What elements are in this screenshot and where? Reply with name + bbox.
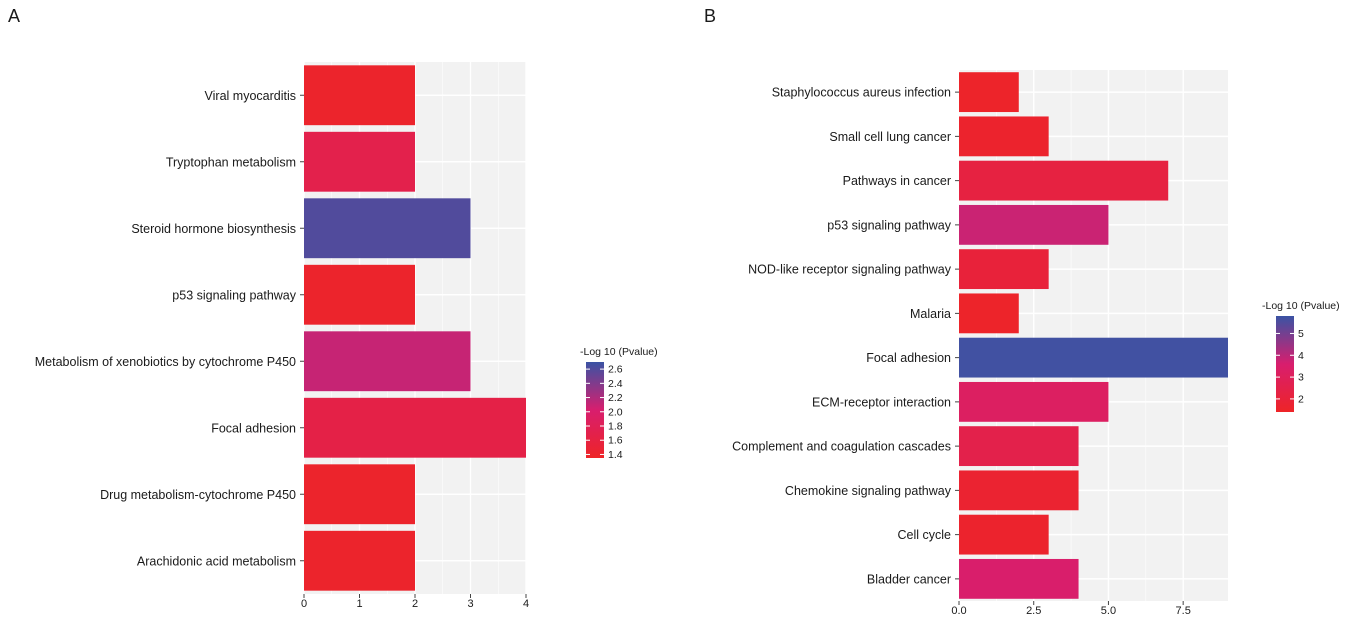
panel-b-legend-tick-label: 2 [1298,393,1304,405]
panel-b-category-label: p53 signaling pathway [827,218,951,232]
panel-b-category-label: Staphylococcus aureus infection [772,86,951,100]
panel-a-category-label: Drug metabolism-cytochrome P450 [100,488,296,502]
panel-b-x-tick-label: 7.5 [1176,605,1191,617]
panel-a-bar [304,331,471,392]
panel-b-bar [959,337,1228,378]
panel-b-bar [959,558,1079,599]
panel-b-bar [959,72,1019,113]
panel-a-legend-tick-label: 1.8 [608,421,623,433]
panel-a-bar [304,65,415,126]
panel-b-gridlines [958,70,1228,601]
panel-a-legend-colorbar [586,362,604,458]
panel-b-category-label: Chemokine signaling pathway [785,484,952,498]
panel-b-category-label: Malaria [910,307,951,321]
panel-a-chart: Viral myocarditis Tryptophan metabolism St… [35,62,529,610]
panel-a-bar [304,530,415,591]
panel-b-bar [959,293,1019,334]
panel-b-category-label: Complement and coagulation cascades [732,440,951,454]
panel-b-category-label: Small cell lung cancer [829,130,951,144]
panel-b-bar [959,381,1109,422]
panel-b-legend: -Log 10 (Pvalue) 5 4 3 2 [1262,300,1340,412]
panel-a-category-label: Tryptophan metabolism [166,155,296,169]
panel-b-bar [959,470,1079,511]
panel-b-bar [959,249,1049,290]
panel-a-legend-tick-label: 2.2 [608,392,623,404]
panel-b-category-label: Cell cycle [898,528,952,542]
panel-a-x-tick-label: 1 [356,598,362,610]
panel-a-bar [304,264,415,325]
panel-a-category-label: Steroid hormone biosynthesis [131,222,296,236]
panel-a-x-tick-label: 3 [467,598,473,610]
panel-a-category-label: Focal adhesion [211,421,296,435]
panel-a-category-label: Arachidonic acid metabolism [137,554,296,568]
panel-a-bar [304,198,471,259]
panel-a-legend-tick-label: 2.6 [608,364,623,376]
panel-a-bar [304,397,526,458]
panel-a-x-tick-label: 0 [301,598,307,610]
panel-a-legend-tick-label: 2.0 [608,406,623,418]
panel-b-legend-tick-label: 3 [1298,372,1304,384]
panel-b-legend-colorbar [1276,316,1294,412]
panel-a-x-tick-label: 4 [523,598,529,610]
panel-b-legend-tick-label: 4 [1298,350,1304,362]
panel-b-legend-tick-label: 5 [1298,328,1304,340]
panel-b-x-tick-label: 2.5 [1026,605,1041,617]
panel-a-legend-tick-label: 2.4 [608,378,623,390]
panel-b-category-label: Focal adhesion [866,351,951,365]
panel-b-bar [959,426,1079,467]
panel-a-category-label: Metabolism of xenobiotics by cytochrome … [35,355,296,369]
panel-a-legend-title: -Log 10 (Pvalue) [580,346,658,358]
panel-b-chart: Staphylococcus aureus infection Small cel… [732,70,1228,617]
panel-b-bar [959,160,1169,201]
panel-b-bar [959,514,1049,555]
panel-b-category-label: Bladder cancer [867,572,951,586]
panel-a-legend: -Log 10 (Pvalue) 2.6 2.4 2.2 2.0 1.8 1.6 1.4 [580,346,658,461]
panel-b-legend-title: -Log 10 (Pvalue) [1262,300,1340,312]
panel-a-category-label: Viral myocarditis [205,89,296,103]
panel-b-category-label: NOD-like receptor signaling pathway [748,263,952,277]
panel-letter-a: A [8,6,21,26]
panel-a-legend-tick-label: 1.4 [608,449,623,461]
panel-letter-b: B [704,6,717,26]
panel-b-bar [959,116,1049,157]
panel-b-x-tick-label: 5.0 [1101,605,1116,617]
panel-b-x-tick-label: 0.0 [951,605,966,617]
panel-a-bar [304,131,415,192]
panel-a-bar [304,464,415,525]
panel-b-bar [959,204,1109,245]
panel-a-x-tick-label: 2 [412,598,418,610]
panel-a-legend-tick-label: 1.6 [608,435,623,447]
panel-b-category-label: ECM-receptor interaction [812,395,951,409]
panel-a-category-label: p53 signaling pathway [172,288,296,302]
panel-b-category-label: Pathways in cancer [843,174,951,188]
